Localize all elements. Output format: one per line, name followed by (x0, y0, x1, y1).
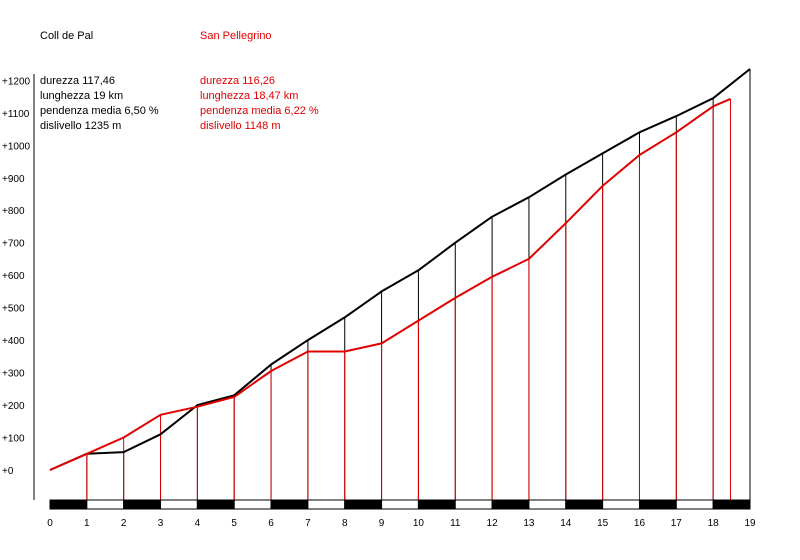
y-tick-label: +1100 (2, 109, 30, 120)
y-tick-label: +200 (2, 401, 25, 412)
y-tick-label: +800 (2, 206, 25, 217)
km-scale-segment (123, 499, 162, 510)
km-scale-segment (86, 499, 125, 510)
series2-name: San Pellegrino (200, 30, 272, 42)
x-tick-label: 10 (413, 518, 425, 529)
series1-name: Coll de Pal (40, 30, 94, 42)
y-tick-label: +400 (2, 336, 25, 347)
x-tick-label: 18 (708, 518, 720, 529)
x-tick-label: 17 (671, 518, 683, 529)
km-scale-segment (565, 499, 604, 510)
x-tick-label: 16 (634, 518, 646, 529)
km-scale-segment (675, 499, 714, 510)
y-tick-label: +100 (2, 434, 25, 445)
y-tick-label: +1000 (2, 141, 31, 152)
x-tick-label: 3 (158, 518, 164, 529)
y-tick-label: +300 (2, 369, 25, 380)
x-tick-label: 1 (84, 518, 90, 529)
x-tick-label: 11 (450, 518, 461, 529)
km-scale-segment (344, 499, 383, 510)
km-scale-segment (454, 499, 493, 510)
series2-line (49, 97, 731, 471)
series1-pendenza: pendenza media 6,50 % (40, 105, 159, 117)
x-tick-label: 2 (121, 518, 127, 529)
series2-dislivello: dislivello 1148 m (200, 120, 281, 132)
x-tick-label: 0 (47, 518, 53, 529)
x-tick-label: 19 (744, 518, 756, 529)
series2-lunghezza: lunghezza 18,47 km (200, 90, 299, 102)
x-tick-label: 15 (597, 518, 609, 529)
x-tick-label: 9 (379, 518, 385, 529)
x-tick-label: 14 (560, 518, 572, 529)
km-scale-segment (233, 499, 272, 510)
series1-lunghezza: lunghezza 19 km (40, 90, 124, 102)
km-scale-segment (270, 499, 309, 510)
km-scale-segment (712, 499, 751, 510)
km-scale-segment (638, 499, 677, 510)
y-tick-label: +700 (2, 239, 25, 250)
x-tick-label: 4 (195, 518, 201, 529)
km-scale-segment (196, 499, 235, 510)
km-scale-segment (381, 499, 419, 510)
series2-durezza: durezza 116,26 (200, 75, 276, 87)
series1-durezza: durezza 117,46 (40, 75, 116, 87)
x-tick-label: 12 (487, 518, 499, 529)
x-tick-label: 6 (268, 518, 274, 529)
km-scale-segment (160, 499, 198, 510)
y-tick-label: +0 (2, 466, 14, 477)
km-scale-segment (417, 499, 456, 510)
x-tick-label: 13 (523, 518, 535, 529)
series1-dislivello: dislivello 1235 m (40, 120, 122, 132)
x-tick-label: 7 (305, 518, 311, 529)
km-scale-segment (528, 499, 567, 510)
km-scale-segment (602, 499, 640, 510)
y-tick-label: +1200 (2, 76, 31, 87)
x-tick-label: 5 (231, 518, 237, 529)
km-scale-segment (49, 499, 88, 510)
y-tick-label: +600 (2, 271, 25, 282)
x-tick-label: 8 (342, 518, 348, 529)
km-scale-segment (491, 499, 530, 510)
series1-line (49, 68, 751, 471)
series2-pendenza: pendenza media 6,22 % (200, 105, 319, 117)
km-scale-segment (307, 499, 346, 510)
y-tick-label: +900 (2, 174, 25, 185)
y-tick-label: +500 (2, 304, 25, 315)
